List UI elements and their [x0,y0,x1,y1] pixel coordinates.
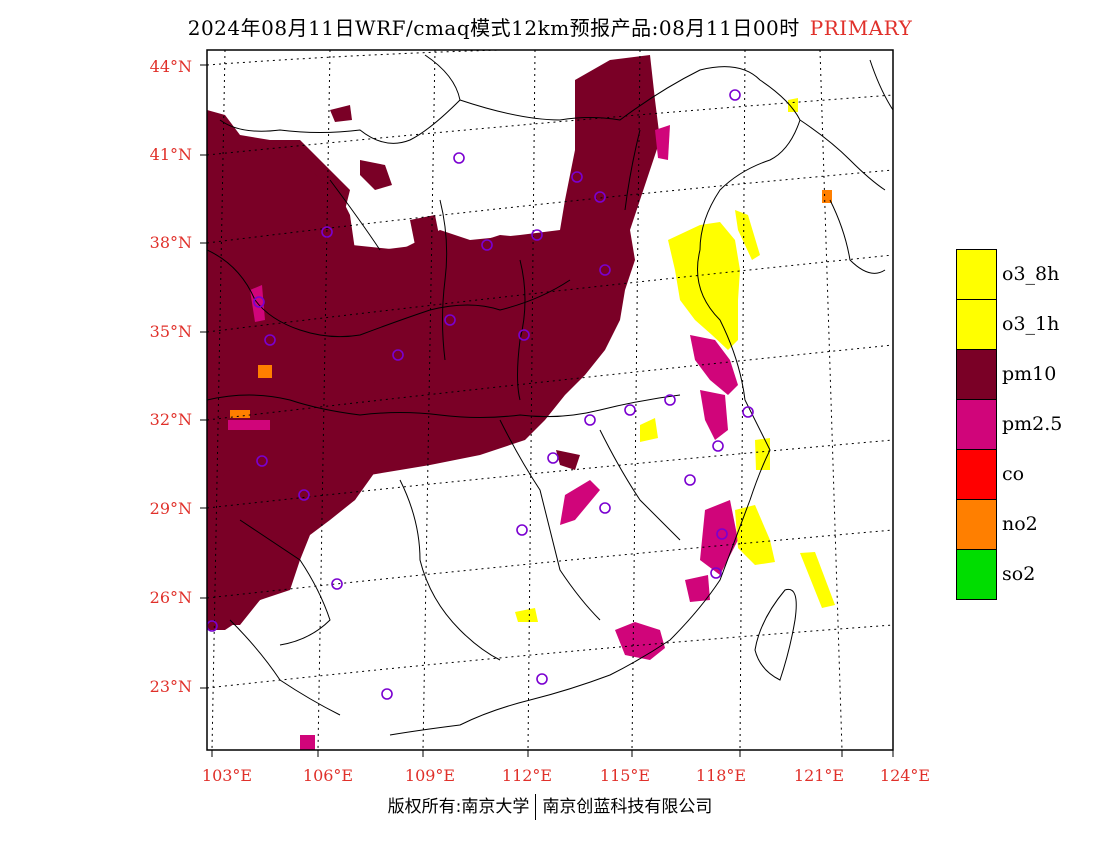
legend-swatch [956,349,997,400]
station-marker [547,452,559,464]
pm25-patch-liaoning [655,125,670,160]
legend-swatch [956,299,997,350]
station-marker [253,296,265,308]
map-title-main: 2024年08月11日WRF/cmaq模式12km预报产品:08月11日00时 [187,16,800,40]
lon-label-103: 103°E [201,766,253,785]
graticule [207,50,893,750]
station-marker [536,673,548,685]
legend-label: pm2.5 [1002,413,1063,435]
lat-label-32: 32°N [149,410,192,429]
legend-swatch [956,249,997,300]
station-marker [392,349,404,361]
station-marker [684,474,696,486]
no2-patch-dalian [822,190,832,203]
station-marker [599,264,611,276]
lat-label-44: 44°N [149,57,192,76]
legend-swatch [956,449,997,500]
lon-label-118: 118°E [695,766,747,785]
legend-label: no2 [1002,513,1038,535]
legend-swatch [956,399,997,450]
no2-patch-west [230,410,250,418]
station-marker [584,414,596,426]
copyright-footer: 版权所有:南京大学 南京创蓝科技有限公司 [0,792,1100,820]
station-marker [381,688,393,700]
station-marker [516,524,528,536]
lat-label-41: 41°N [149,145,192,164]
copyright-left: 版权所有:南京大学 [387,797,530,817]
lat-label-23: 23°N [149,677,192,696]
lon-label-124: 124°E [879,766,931,785]
station-marker [453,152,465,164]
legend-label: so2 [1002,563,1036,585]
pm25-patch-hunan [560,480,600,525]
pm10-patch-inner-mongolia [360,160,392,190]
lon-label-112: 112°E [501,766,553,785]
station-marker [712,440,724,452]
station-marker [331,578,343,590]
station-marker [624,404,636,416]
station-marker [321,226,333,238]
province-boundaries [207,54,801,736]
station-marker [481,239,493,251]
copyright-right: 南京创蓝科技有限公司 [542,797,713,817]
o3-patch-zhejiang [735,505,775,565]
o3-patch-taiwan-strait [800,552,835,608]
station-marker [264,334,276,346]
station-marker [444,314,456,326]
legend-label: pm10 [1002,363,1057,385]
pm10-patch-shanxi-west [410,215,440,245]
lon-label-121: 121°E [793,766,845,785]
map-title: 2024年08月11日WRF/cmaq模式12km预报产品:08月11日00时 P… [0,12,1100,41]
o3-patch-guangdong [515,608,538,622]
station-marker [207,620,218,632]
station-marker [599,502,611,514]
o3-patch-anhui [640,418,658,442]
pm10-region-main [207,130,630,405]
o3-patch-bohai [735,210,760,260]
station-markers [207,89,754,700]
lat-label-29: 29°N [149,499,192,518]
pm10-patch-east [556,450,580,470]
lat-label-26: 26°N [149,588,192,607]
legend-swatch [956,549,997,600]
axis-ticks [200,64,894,757]
lat-label-38: 38°N [149,233,192,252]
station-marker [716,528,728,540]
pm25-patch-anhui [700,390,728,440]
station-marker [729,89,741,101]
pm25-patch-jiangsu [690,335,738,395]
station-marker [664,394,676,406]
legend-swatch [956,499,997,550]
footer-separator [535,794,537,820]
o3-patch-shanghai [755,438,770,470]
lon-label-106: 106°E [302,766,354,785]
station-marker [298,489,310,501]
pm10-patch-north-edge [330,105,352,122]
taiwan-outline [754,588,797,681]
lon-label-115: 115°E [599,766,651,785]
station-marker [256,455,268,467]
legend-label: o3_8h [1002,263,1060,285]
legend-label: co [1002,463,1025,485]
lon-label-109: 109°E [404,766,456,785]
pm25-patch-jiangxi [685,575,710,602]
pm25-patch-guangdong [615,622,665,660]
no2-patch-sichuan [258,365,272,378]
map-title-tag: PRIMARY [809,16,913,40]
station-marker [710,567,722,579]
o3-patch-liaoning [788,98,798,112]
station-marker [594,191,606,203]
station-marker [518,329,530,341]
legend-label: o3_1h [1002,313,1060,335]
station-marker [531,229,543,241]
station-marker [571,171,583,183]
lat-label-35: 35°N [149,322,192,341]
o3-patch-shandong [668,222,740,350]
pm25-patch-guangxi-west [300,735,315,750]
station-marker [742,406,754,418]
pm25-patch-shaanxi [228,420,270,430]
map-frame [206,49,894,751]
korea-outline [799,59,893,274]
